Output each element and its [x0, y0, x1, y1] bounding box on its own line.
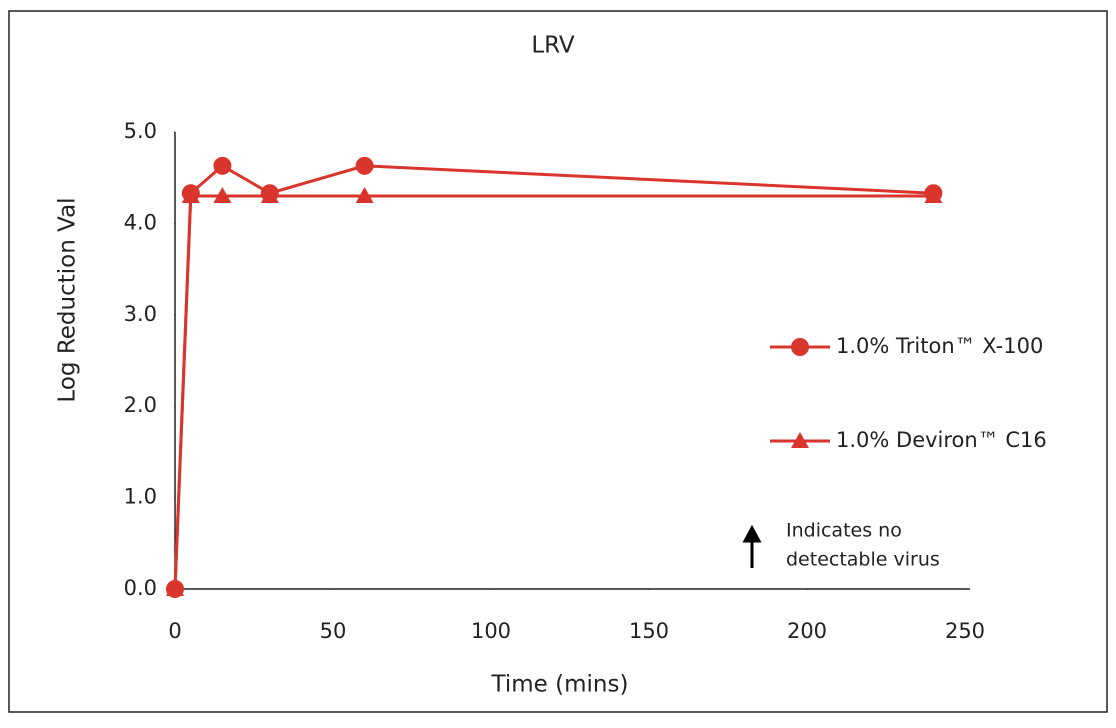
y-tick-label: 3.0 — [124, 302, 157, 326]
annotation: detectable virus — [786, 549, 940, 571]
x-tick-label: 200 — [787, 619, 827, 643]
y-tick-label: 1.0 — [124, 485, 157, 509]
marker — [924, 186, 943, 203]
marker — [213, 156, 232, 175]
y-axis-label: Log Reduction Val — [55, 197, 81, 402]
x-tick-label: 0 — [168, 619, 181, 643]
x-tick-label: 100 — [471, 619, 511, 643]
marker — [355, 156, 374, 175]
x-tick-label: 150 — [629, 619, 669, 643]
series-line — [173, 194, 934, 590]
frame — [8, 10, 1108, 713]
legend-label: 1.0% Deviron™ C16 — [836, 428, 1047, 452]
marker — [355, 186, 374, 203]
y-tick-label: 4.0 — [124, 210, 157, 234]
marker — [166, 580, 184, 596]
annotation-arrow — [742, 524, 762, 568]
marker — [791, 432, 809, 448]
y-tick-label: 0.0 — [124, 576, 157, 600]
marker — [791, 338, 809, 356]
x-axis-label: Time (mins) — [491, 672, 629, 698]
marker — [260, 186, 279, 203]
y-tick-label: 5.0 — [124, 119, 157, 143]
x-tick-label: 50 — [320, 619, 347, 643]
chart-title: LRV — [531, 33, 575, 59]
annotation: Indicates no — [786, 520, 902, 542]
x-tick-label: 250 — [945, 619, 985, 643]
y-tick-label: 2.0 — [124, 393, 157, 417]
legend-label: 1.0% Triton™ X-100 — [836, 334, 1043, 358]
marker — [181, 186, 200, 203]
marker — [213, 186, 232, 203]
